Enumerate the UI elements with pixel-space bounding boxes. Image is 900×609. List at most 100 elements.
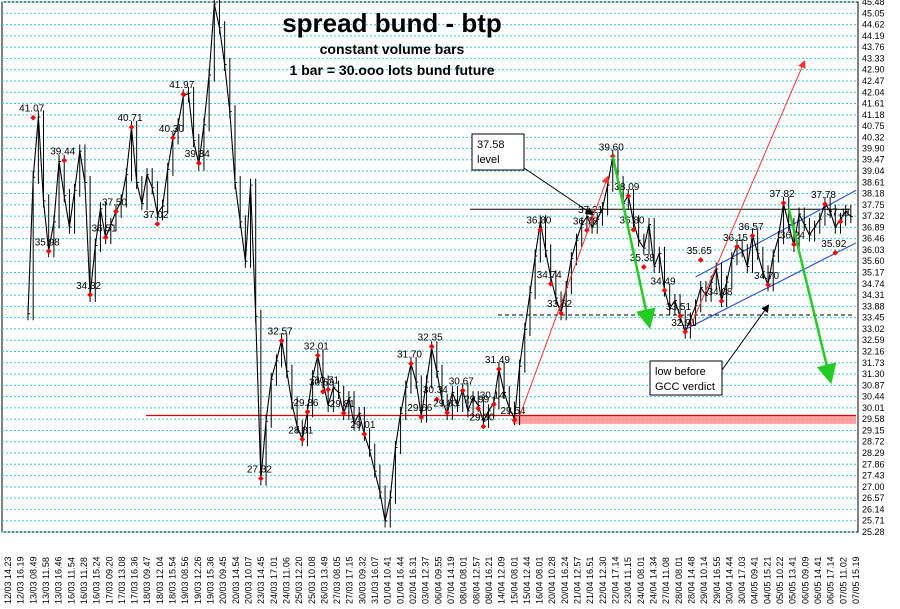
x-tick-label: 20/04 10.28 [547, 556, 557, 604]
down-arrow-2 [787, 208, 837, 385]
x-tick-label: 25/03 12.20 [294, 556, 304, 604]
x-tick-label: 26/03 13.49 [319, 556, 329, 604]
pivot-label: 29.86 [293, 398, 318, 409]
y-tick-label: 43.76 [862, 42, 885, 52]
x-tick-label: 23/03 14.45 [256, 556, 266, 604]
pivot-marker [102, 234, 109, 241]
pivot-label: 34.49 [651, 276, 676, 287]
x-tick-label: 24/04 08.01 [636, 556, 646, 604]
channel-upper [695, 189, 857, 278]
pivot-label: 37.11 [826, 208, 851, 219]
x-tick-label: 08/04 08.01 [459, 556, 469, 604]
y-tick-label: 29.58 [862, 414, 885, 424]
y-tick-label: 28.72 [862, 437, 885, 447]
y-tick-label: 27.00 [862, 482, 885, 492]
y-tick-label: 32.16 [862, 346, 885, 356]
channel-lower [684, 242, 857, 330]
level-note-line-2: level [477, 154, 500, 166]
x-tick-label: 22/04 17.14 [611, 556, 621, 604]
pivot-label: 36.24 [780, 230, 805, 241]
pivot-label: 27.32 [247, 464, 272, 475]
pivot-label: 29.66 [407, 403, 432, 414]
y-tick-label: 31.30 [862, 369, 885, 379]
pivot-label: 29.81 [330, 399, 355, 410]
pivot-marker [314, 352, 321, 359]
pivot-marker [640, 264, 647, 270]
pivot-label: 37.50 [102, 197, 127, 208]
pivot-marker [113, 208, 119, 215]
x-tick-label: 17/03 09.20 [104, 556, 114, 604]
y-tick-label: 25.71 [862, 516, 885, 526]
y-tick-label: 26.14 [862, 504, 885, 514]
y-tick-label: 40.75 [862, 121, 885, 131]
chart-subtitle-1: constant volume bars [320, 41, 465, 57]
x-tick-label: 04/05 15.21 [762, 556, 772, 604]
pivot-label: 35.98 [35, 237, 60, 248]
pivot-marker [547, 280, 554, 287]
x-tick-label: 27/03 08.05 [332, 556, 342, 604]
x-tick-label: 08/04 12.57 [471, 556, 481, 604]
pivot-marker [697, 257, 704, 263]
pivot-label: 32.01 [304, 341, 329, 352]
x-tick-label: 17/03 13.08 [117, 556, 127, 604]
pivot-marker [480, 423, 487, 430]
y-tick-label: 28.29 [862, 448, 885, 458]
x-tick-label: 08/04 16.21 [484, 556, 494, 604]
pivot-label: 39.60 [599, 142, 624, 153]
pivot-label: 32.91 [671, 318, 696, 329]
pivot-label: 29.99 [464, 394, 489, 405]
pivot-marker [780, 200, 787, 206]
pivot-label: 35.38 [630, 253, 655, 264]
pivot-marker [278, 337, 285, 344]
x-tick-label: 28/04 08.01 [674, 556, 684, 604]
x-tick-label: 22/04 12.30 [598, 556, 608, 604]
x-tick-label: 31/03 16.07 [370, 556, 380, 604]
y-tick-label: 34.74 [862, 279, 885, 289]
x-tick-label: 27/04 11.08 [661, 557, 671, 604]
pivot-marker [258, 475, 264, 482]
up-arrow-2 [689, 59, 806, 328]
pivot-marker [61, 157, 68, 164]
x-tick-label: 30/04 17.03 [737, 556, 747, 604]
pivot-label: 33.51 [666, 302, 691, 313]
pivot-marker [558, 310, 564, 317]
y-tick-label: 42.04 [862, 87, 885, 97]
y-tick-label: 39.47 [862, 155, 885, 165]
y-tick-label: 42.90 [862, 65, 885, 75]
y-tick-label: 33.88 [862, 301, 885, 311]
y-tick-label: 27.86 [862, 459, 885, 469]
pivot-marker [630, 226, 637, 233]
x-tick-label: 30/03 09.32 [357, 556, 367, 604]
x-tick-label: 20/03 14.54 [231, 556, 241, 604]
pivot-label: 36.57 [739, 222, 764, 233]
pivot-label: 37.82 [770, 189, 795, 200]
pivot-marker [791, 241, 797, 248]
x-tick-label: 17/03 16.36 [130, 556, 140, 604]
x-tick-label: 01/04 10.41 [383, 556, 393, 604]
level-pointer [523, 167, 594, 216]
pivot-label: 29.54 [500, 406, 525, 417]
support-zone [146, 208, 856, 424]
pivot-label: 38.09 [614, 182, 639, 193]
y-tick-label: 36.46 [862, 234, 885, 244]
x-tick-label: 14/04 12.09 [497, 556, 507, 604]
pivot-marker [180, 91, 187, 97]
y-tick-label: 41.18 [862, 110, 885, 120]
x-tick-label: 27/03 17.15 [345, 556, 355, 604]
price-series [27, 0, 853, 528]
x-tick-label: 23/04 11.15 [623, 557, 633, 604]
pivot-marker [837, 218, 844, 225]
pivot-marker [444, 409, 451, 416]
x-tick-label: 06/05 17.14 [826, 556, 836, 604]
x-tick-label: 24/03 11.06 [281, 557, 291, 604]
pivot-label: 29.83 [433, 399, 458, 410]
pivot-marker [511, 417, 518, 424]
pivot-label: 40.30 [159, 124, 184, 135]
pivot-marker [408, 360, 414, 367]
pivot-label: 29.30 [469, 413, 494, 424]
pivot-marker [682, 328, 689, 335]
pivot-label: 35.92 [821, 239, 846, 250]
x-tick-label: 13/03 11.58 [41, 557, 51, 604]
